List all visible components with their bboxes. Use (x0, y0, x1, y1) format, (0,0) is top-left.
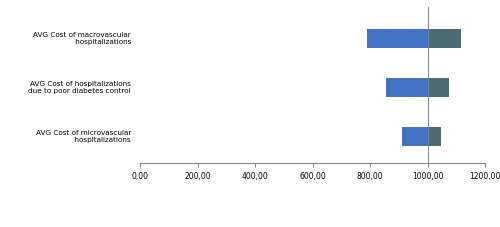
Bar (428, 29, 460, 48)
Bar (428, 78, 449, 97)
Bar (402, 127, 427, 146)
Bar (386, 78, 428, 97)
Bar (367, 29, 428, 48)
Bar (428, 127, 442, 146)
